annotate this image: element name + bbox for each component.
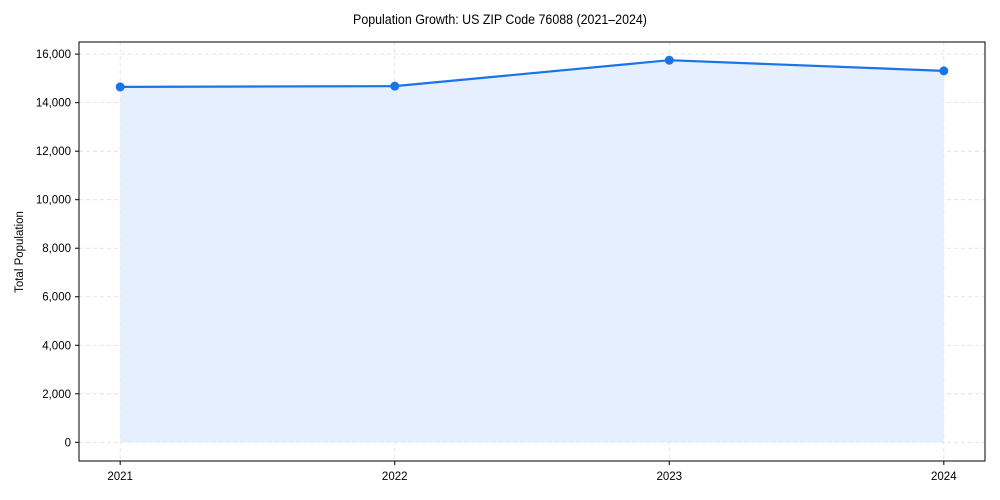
data-point-marker — [115, 82, 125, 92]
x-axis: 2021 2022 2023 2024 — [107, 461, 957, 483]
y-tick-label: 8,000 — [42, 243, 71, 255]
y-axis-label: Total Population — [14, 211, 26, 293]
data-point-marker — [664, 55, 674, 65]
data-series — [115, 55, 949, 92]
y-tick-label: 6,000 — [42, 292, 71, 304]
data-point-marker — [939, 66, 949, 76]
y-tick-label: 2,000 — [42, 389, 71, 401]
x-tick-label: 2021 — [107, 471, 133, 483]
series-line — [120, 59, 944, 88]
y-tick-label: 10,000 — [36, 195, 71, 207]
data-point-marker — [390, 81, 400, 91]
x-tick-label: 2024 — [931, 471, 957, 483]
y-tick-label: 14,000 — [36, 98, 71, 110]
y-tick-label: 12,000 — [36, 146, 71, 158]
x-tick-label: 2022 — [382, 471, 408, 483]
y-tick-label: 0 — [65, 437, 71, 449]
area-fill — [120, 60, 944, 443]
y-tick-label: 4,000 — [42, 340, 71, 352]
x-tick-label: 2023 — [656, 471, 682, 483]
plot-frame — [78, 41, 986, 462]
y-tick-label: 16,000 — [36, 49, 71, 61]
chart-title: Population Growth: US ZIP Code 76088 (20… — [353, 12, 647, 27]
plot-border — [78, 41, 986, 462]
area-fill-shape — [120, 60, 944, 443]
y-axis: 0 2,000 4,000 6,000 8,000 10,000 12,000 14,000 1… — [36, 49, 79, 449]
